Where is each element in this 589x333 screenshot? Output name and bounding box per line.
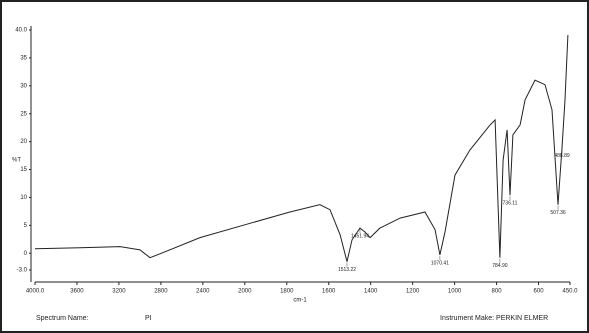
- x-tick-label: 800: [492, 289, 503, 295]
- instrument: Instrument Make: PERKIN ELMER: [440, 315, 548, 322]
- annotation: 488.89: [554, 153, 570, 159]
- x-tick-label: 2000: [238, 289, 252, 295]
- y-tick-label: 35: [20, 55, 27, 61]
- y-tick-label: 10: [20, 195, 27, 201]
- annotation: 736.11: [503, 201, 518, 207]
- annotation: 1070.41: [431, 260, 449, 266]
- annotation: 1451.94: [351, 233, 369, 239]
- x-tick-label: 1600: [322, 289, 336, 295]
- y-axis-label: %T: [12, 158, 21, 164]
- spectrum-line: [34, 34, 569, 262]
- spectrum-label: Spectrum Name:: [36, 315, 89, 322]
- annotation: 507.36: [550, 210, 566, 216]
- annotation: 1513.22: [338, 267, 356, 273]
- x-tick-label: 2800: [154, 289, 168, 295]
- x-tick-label: 2400: [196, 289, 210, 295]
- x-tick-label: 4000.0: [26, 289, 45, 295]
- y-tick-label: 15: [20, 167, 27, 173]
- x-axis-label: cm-1: [293, 298, 307, 304]
- y-tick-label: 0: [24, 251, 28, 257]
- annotation: 784.90: [492, 263, 508, 269]
- x-tick-label: 1400: [364, 289, 378, 295]
- y-tick-label: 25: [20, 111, 27, 117]
- x-tick-label: 1800: [280, 289, 294, 295]
- x-tick-label: 450.0: [562, 289, 578, 295]
- y-tick-label: 30: [20, 83, 27, 89]
- x-tick-label: 1200: [406, 289, 420, 295]
- y-tick-label: 20: [20, 139, 27, 145]
- x-tick-label: 3200: [112, 289, 126, 295]
- y-tick-label: 5: [24, 223, 28, 229]
- y-tick-label: -3.0: [17, 268, 28, 274]
- x-tick-label: 3600: [70, 289, 84, 295]
- y-tick-label: 40.0: [15, 28, 27, 34]
- spectrum-name: PI: [145, 315, 152, 322]
- x-tick-label: 600: [534, 289, 545, 295]
- x-tick-label: 1000: [448, 289, 462, 295]
